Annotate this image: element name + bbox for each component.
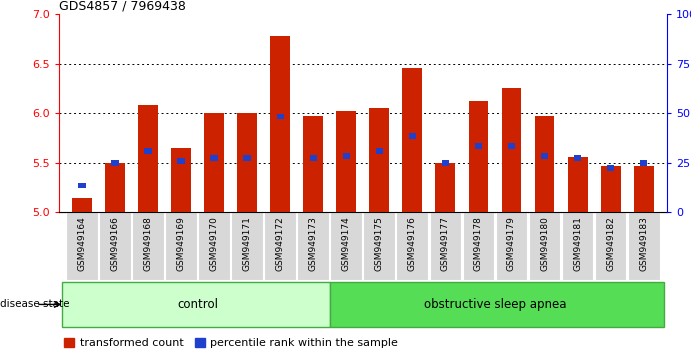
Bar: [303, 116, 323, 212]
Text: GSM949181: GSM949181: [573, 216, 582, 271]
Text: obstructive sleep apnea: obstructive sleep apnea: [424, 298, 566, 311]
Text: GDS4857 / 7969438: GDS4857 / 7969438: [59, 0, 186, 13]
Bar: [111, 160, 119, 166]
Bar: [78, 183, 86, 188]
Bar: [370, 108, 389, 212]
Text: GSM949180: GSM949180: [540, 216, 549, 271]
Text: GSM949182: GSM949182: [606, 216, 615, 270]
Bar: [600, 166, 621, 212]
Bar: [468, 101, 489, 212]
Text: GSM949172: GSM949172: [276, 216, 285, 270]
Text: GSM949166: GSM949166: [111, 216, 120, 271]
Bar: [144, 148, 151, 154]
FancyBboxPatch shape: [397, 212, 428, 280]
Bar: [72, 198, 92, 212]
Bar: [634, 166, 654, 212]
Text: GSM949174: GSM949174: [342, 216, 351, 270]
FancyBboxPatch shape: [430, 212, 462, 280]
Bar: [442, 160, 449, 166]
Text: GSM949168: GSM949168: [144, 216, 153, 271]
FancyBboxPatch shape: [297, 212, 329, 280]
Bar: [243, 155, 251, 161]
Bar: [475, 143, 482, 149]
Text: GSM949171: GSM949171: [243, 216, 252, 271]
Text: GSM949164: GSM949164: [77, 216, 86, 270]
Bar: [310, 155, 317, 161]
Bar: [402, 68, 422, 212]
Bar: [171, 148, 191, 212]
Bar: [568, 157, 587, 212]
Legend: transformed count, percentile rank within the sample: transformed count, percentile rank withi…: [64, 338, 398, 348]
Bar: [408, 133, 416, 139]
Text: control: control: [177, 298, 218, 311]
Text: GSM949178: GSM949178: [474, 216, 483, 271]
Bar: [541, 153, 548, 159]
Bar: [178, 158, 184, 164]
Bar: [376, 148, 383, 154]
Text: GSM949179: GSM949179: [507, 216, 516, 271]
FancyBboxPatch shape: [595, 212, 627, 280]
FancyBboxPatch shape: [99, 212, 131, 280]
Bar: [237, 113, 257, 212]
Bar: [270, 36, 290, 212]
Bar: [502, 87, 522, 212]
Text: GSM949173: GSM949173: [309, 216, 318, 271]
Bar: [105, 163, 125, 212]
Bar: [640, 160, 647, 166]
Text: GSM949177: GSM949177: [441, 216, 450, 271]
Text: GSM949170: GSM949170: [209, 216, 218, 271]
Bar: [276, 114, 284, 119]
Bar: [204, 113, 224, 212]
FancyBboxPatch shape: [264, 212, 296, 280]
Bar: [337, 111, 356, 212]
FancyBboxPatch shape: [198, 212, 230, 280]
FancyBboxPatch shape: [132, 212, 164, 280]
FancyBboxPatch shape: [330, 282, 663, 327]
FancyBboxPatch shape: [62, 282, 330, 327]
FancyBboxPatch shape: [529, 212, 560, 280]
Bar: [211, 155, 218, 161]
FancyBboxPatch shape: [628, 212, 659, 280]
Bar: [343, 153, 350, 159]
Bar: [607, 165, 614, 171]
Text: GSM949183: GSM949183: [639, 216, 648, 271]
Bar: [574, 155, 581, 161]
Text: disease state: disease state: [0, 299, 70, 309]
FancyBboxPatch shape: [363, 212, 395, 280]
FancyBboxPatch shape: [66, 212, 97, 280]
FancyBboxPatch shape: [231, 212, 263, 280]
Text: GSM949169: GSM949169: [176, 216, 185, 271]
Text: GSM949176: GSM949176: [408, 216, 417, 271]
Bar: [535, 116, 554, 212]
FancyBboxPatch shape: [562, 212, 594, 280]
FancyBboxPatch shape: [330, 212, 362, 280]
FancyBboxPatch shape: [495, 212, 527, 280]
Bar: [435, 163, 455, 212]
Bar: [508, 143, 515, 149]
Bar: [138, 105, 158, 212]
FancyBboxPatch shape: [165, 212, 197, 280]
Text: GSM949175: GSM949175: [375, 216, 384, 271]
FancyBboxPatch shape: [462, 212, 494, 280]
